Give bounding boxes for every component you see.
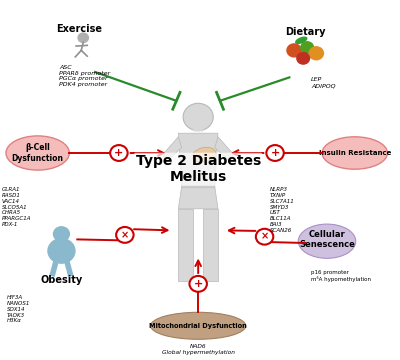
Circle shape bbox=[110, 145, 128, 161]
Circle shape bbox=[256, 229, 273, 245]
Polygon shape bbox=[178, 187, 218, 209]
Text: ×: × bbox=[121, 230, 129, 240]
Text: Cellular
Senescence: Cellular Senescence bbox=[299, 230, 355, 249]
Polygon shape bbox=[203, 209, 218, 281]
Text: +: + bbox=[114, 148, 124, 158]
Text: ASC
PPARδ promoter
PGCα promoter
PDK4 promoter: ASC PPARδ promoter PGCα promoter PDK4 pr… bbox=[60, 65, 111, 87]
Polygon shape bbox=[194, 124, 203, 131]
Circle shape bbox=[309, 47, 324, 60]
Ellipse shape bbox=[48, 239, 75, 263]
Circle shape bbox=[116, 227, 134, 243]
Text: Exercise: Exercise bbox=[56, 24, 102, 34]
Ellipse shape bbox=[151, 312, 246, 339]
Text: Type 2 Diabetes
Melitus: Type 2 Diabetes Melitus bbox=[136, 154, 261, 184]
Text: Mitochondrial Dysfunction: Mitochondrial Dysfunction bbox=[149, 323, 247, 329]
Text: HIF3A
NANOS1
SOX14
TAOK3
H3Kα: HIF3A NANOS1 SOX14 TAOK3 H3Kα bbox=[7, 295, 30, 323]
Ellipse shape bbox=[298, 224, 356, 258]
Text: NAD6
Global hypermethylation: NAD6 Global hypermethylation bbox=[162, 344, 235, 355]
Polygon shape bbox=[178, 209, 194, 281]
Text: NLRP3
TXNIP
SLC7A11
SMYD3
UST
BLC11A
BAI3
SCAN26: NLRP3 TXNIP SLC7A11 SMYD3 UST BLC11A BAI… bbox=[270, 187, 294, 233]
Text: Obesity: Obesity bbox=[40, 275, 82, 285]
Circle shape bbox=[78, 33, 88, 42]
Circle shape bbox=[266, 145, 284, 161]
Circle shape bbox=[301, 42, 314, 53]
Circle shape bbox=[297, 53, 310, 64]
Text: +: + bbox=[194, 279, 203, 289]
Text: Dietary: Dietary bbox=[285, 27, 326, 37]
Polygon shape bbox=[178, 133, 218, 187]
Ellipse shape bbox=[192, 147, 216, 162]
Ellipse shape bbox=[322, 137, 388, 169]
Circle shape bbox=[287, 44, 301, 57]
Circle shape bbox=[54, 227, 69, 241]
Text: β-Cell
Dysfunction: β-Cell Dysfunction bbox=[12, 143, 64, 163]
Polygon shape bbox=[162, 137, 182, 162]
Polygon shape bbox=[215, 137, 234, 162]
Text: +: + bbox=[270, 148, 280, 158]
Text: GLRA1
RASD1
VAC14
SLCO5A1
CHRA5
PPARGC1A
PDX-1: GLRA1 RASD1 VAC14 SLCO5A1 CHRA5 PPARGC1A… bbox=[2, 187, 32, 227]
Text: ×: × bbox=[260, 232, 269, 242]
Circle shape bbox=[190, 276, 207, 292]
Text: LEP
ADIPOQ: LEP ADIPOQ bbox=[311, 77, 336, 88]
Ellipse shape bbox=[6, 136, 69, 170]
Circle shape bbox=[183, 103, 213, 131]
Text: Insulin Resistance: Insulin Resistance bbox=[318, 150, 391, 156]
Text: p16 promoter
m⁶A hypomethylation: p16 promoter m⁶A hypomethylation bbox=[311, 270, 371, 282]
Ellipse shape bbox=[296, 37, 307, 44]
